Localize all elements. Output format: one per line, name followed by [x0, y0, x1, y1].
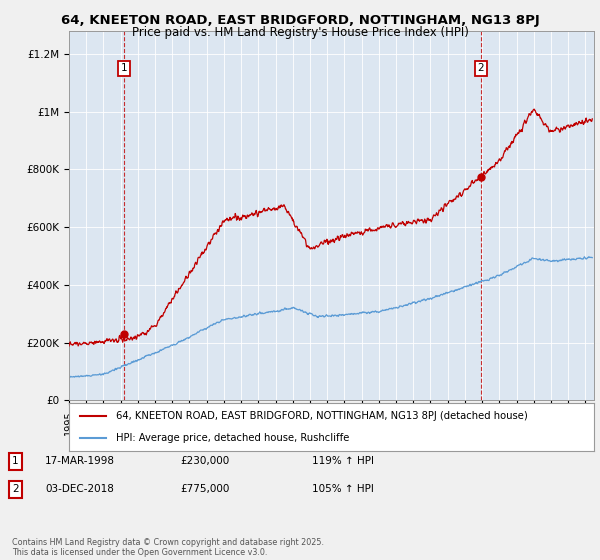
Text: 03-DEC-2018: 03-DEC-2018 [45, 484, 114, 494]
Text: 1: 1 [12, 456, 19, 466]
Text: Price paid vs. HM Land Registry's House Price Index (HPI): Price paid vs. HM Land Registry's House … [131, 26, 469, 39]
Text: 1: 1 [121, 63, 128, 73]
Text: 2: 2 [12, 484, 19, 494]
Text: 64, KNEETON ROAD, EAST BRIDGFORD, NOTTINGHAM, NG13 8PJ (detached house): 64, KNEETON ROAD, EAST BRIDGFORD, NOTTIN… [116, 411, 528, 421]
Text: Contains HM Land Registry data © Crown copyright and database right 2025.
This d: Contains HM Land Registry data © Crown c… [12, 538, 324, 557]
Text: 2: 2 [478, 63, 484, 73]
Text: 64, KNEETON ROAD, EAST BRIDGFORD, NOTTINGHAM, NG13 8PJ: 64, KNEETON ROAD, EAST BRIDGFORD, NOTTIN… [61, 14, 539, 27]
Text: £775,000: £775,000 [180, 484, 229, 494]
Text: 17-MAR-1998: 17-MAR-1998 [45, 456, 115, 466]
Text: 119% ↑ HPI: 119% ↑ HPI [312, 456, 374, 466]
Text: £230,000: £230,000 [180, 456, 229, 466]
Text: 105% ↑ HPI: 105% ↑ HPI [312, 484, 374, 494]
Text: HPI: Average price, detached house, Rushcliffe: HPI: Average price, detached house, Rush… [116, 433, 350, 443]
